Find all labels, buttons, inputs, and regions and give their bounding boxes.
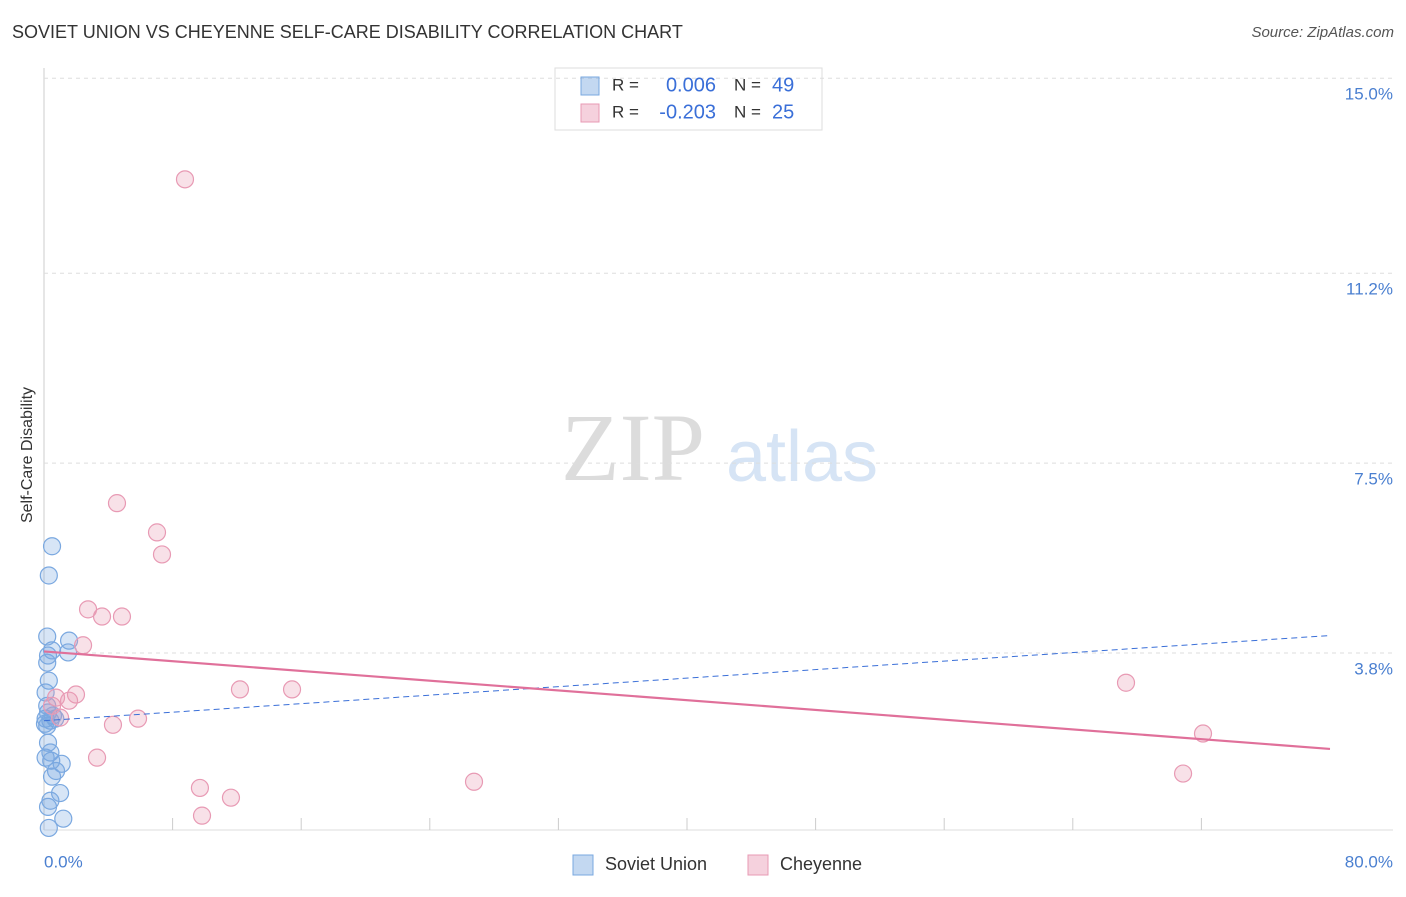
legend-swatch — [580, 76, 600, 96]
source: Source: ZipAtlas.com — [1251, 24, 1394, 41]
point — [38, 653, 57, 672]
point — [66, 685, 86, 704]
y-tick-label: 11.2% — [1346, 280, 1393, 299]
point — [42, 767, 62, 786]
point — [42, 537, 62, 556]
y-tick-label: 7.5% — [1354, 470, 1393, 489]
legend-label: Soviet Union — [605, 854, 707, 874]
y-tick-label: 15.0% — [1345, 85, 1393, 104]
point — [175, 170, 195, 189]
chart-title: SOVIET UNION VS CHEYENNE SELF-CARE DISAB… — [12, 22, 683, 42]
point — [152, 545, 172, 564]
point — [128, 709, 148, 728]
point — [87, 748, 107, 767]
point — [464, 772, 484, 791]
trend-line — [43, 635, 1331, 722]
point — [112, 607, 132, 626]
point — [39, 566, 58, 585]
point — [190, 778, 210, 798]
point — [38, 627, 57, 646]
point — [192, 806, 212, 825]
legend-swatch — [747, 854, 769, 876]
point — [1193, 724, 1213, 743]
legend-n-label: N = — [734, 75, 761, 94]
point — [92, 607, 112, 626]
watermark: atlas — [726, 417, 878, 497]
y-axis-label: Self-Care Disability — [19, 387, 36, 523]
point — [38, 797, 58, 817]
point — [36, 748, 55, 767]
point — [103, 715, 123, 734]
legend-r-label: R = — [612, 75, 639, 94]
point — [39, 671, 58, 690]
legend-r: 0.006 — [666, 74, 716, 96]
point — [50, 708, 70, 727]
point — [107, 494, 127, 513]
trend-line — [43, 650, 1331, 751]
point — [50, 783, 70, 803]
legend-swatch — [580, 103, 600, 123]
x-tick-label: 0.0% — [44, 852, 83, 871]
point — [42, 751, 61, 770]
legend-n: 49 — [772, 74, 794, 96]
point — [221, 788, 241, 807]
legend-r: -0.203 — [659, 101, 716, 123]
legend-n-label: N = — [734, 102, 761, 121]
legend-label: Cheyenne — [780, 854, 862, 874]
legend-swatch — [572, 854, 594, 876]
watermark: ZIP — [561, 394, 705, 501]
point — [1116, 673, 1136, 692]
point — [147, 523, 167, 542]
point — [52, 754, 71, 773]
x-tick-label: 80.0% — [1345, 852, 1393, 871]
point — [54, 809, 73, 828]
point — [59, 691, 79, 710]
point — [39, 818, 58, 838]
point — [282, 680, 302, 699]
legend-r-label: R = — [612, 102, 639, 121]
point — [1173, 764, 1193, 783]
point — [230, 680, 250, 699]
point — [73, 636, 93, 655]
y-tick-label: 3.8% — [1354, 659, 1393, 678]
legend-n: 25 — [772, 101, 794, 123]
